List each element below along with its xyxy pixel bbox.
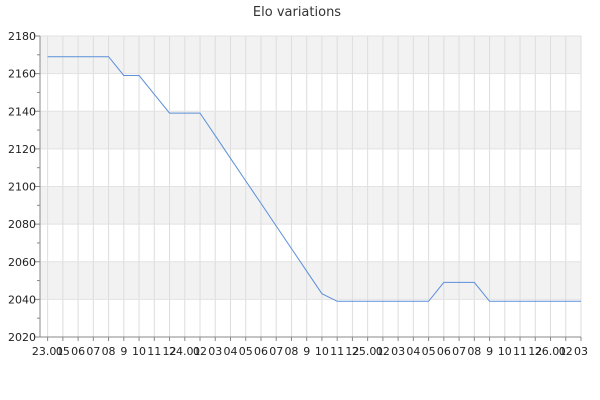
x-tick-label: 02 xyxy=(559,345,573,358)
x-tick-label: 06 xyxy=(71,345,85,358)
grid-band xyxy=(40,261,581,300)
x-tick-label: 03 xyxy=(574,345,588,358)
x-tick-label: 05 xyxy=(56,345,70,358)
chart-title: Elo variations xyxy=(253,5,341,20)
x-tick-label: 10 xyxy=(315,345,329,358)
x-tick-label: 06 xyxy=(254,345,268,358)
x-tick-label: 11 xyxy=(513,345,527,358)
y-tick-label: 2080 xyxy=(8,218,36,231)
x-tick-label: 25.01 xyxy=(352,345,384,358)
x-tick-label: 9 xyxy=(120,345,127,358)
x-tick-label: 02 xyxy=(193,345,207,358)
x-tick-label: 05 xyxy=(239,345,253,358)
x-tick-label: 12 xyxy=(528,345,542,358)
grid-band xyxy=(40,186,581,225)
x-tick-label: 04 xyxy=(406,345,420,358)
x-tick-label: 9 xyxy=(486,345,493,358)
x-tick-label: 08 xyxy=(284,345,298,358)
x-tick-label: 04 xyxy=(223,345,237,358)
horizontal-gridlines xyxy=(40,35,581,300)
series-group xyxy=(47,56,581,302)
plot-bands xyxy=(40,36,581,300)
y-tick-label: 2160 xyxy=(8,68,36,81)
elo-series-line xyxy=(47,56,581,302)
x-tick-label: 03 xyxy=(391,345,405,358)
y-tick-label: 2120 xyxy=(8,143,36,156)
grid-band xyxy=(40,36,581,74)
y-tick-label: 2140 xyxy=(8,105,36,118)
x-tick-label: 11 xyxy=(330,345,344,358)
y-tick-label: 2040 xyxy=(8,293,36,306)
x-tick-label: 03 xyxy=(208,345,222,358)
x-tick-label: 9 xyxy=(303,345,310,358)
x-tick-label: 12 xyxy=(345,345,359,358)
y-axis-ticks: 2020 2040 2060 2080 2100 2120 2140 2160 2180 xyxy=(8,30,40,344)
y-tick-label: 2020 xyxy=(8,331,36,344)
grid-band xyxy=(40,111,581,149)
x-tick-label: 10 xyxy=(498,345,512,358)
x-tick-label: 12 xyxy=(163,345,177,358)
x-tick-label: 05 xyxy=(422,345,436,358)
y-tick-label: 2180 xyxy=(8,30,36,43)
y-tick-label: 2100 xyxy=(8,181,36,194)
y-tick-label: 2060 xyxy=(8,256,36,269)
x-tick-label: 06 xyxy=(437,345,451,358)
x-tick-label: 08 xyxy=(102,345,116,358)
x-tick-label: 07 xyxy=(269,345,283,358)
x-tick-label: 26.01 xyxy=(535,345,567,358)
x-tick-label: 11 xyxy=(147,345,161,358)
x-tick-label: 10 xyxy=(132,345,146,358)
x-tick-label: 07 xyxy=(86,345,100,358)
x-tick-label: 07 xyxy=(452,345,466,358)
x-tick-label: 23.01 xyxy=(32,345,64,358)
x-tick-label: 24.01 xyxy=(169,345,201,358)
x-tick-label: 02 xyxy=(376,345,390,358)
x-tick-label: 08 xyxy=(467,345,481,358)
